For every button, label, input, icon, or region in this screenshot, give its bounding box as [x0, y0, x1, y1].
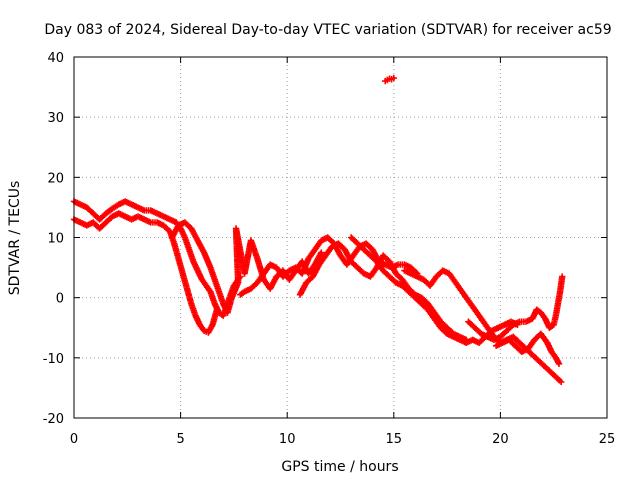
y-tick-label: 20 — [47, 171, 64, 186]
data-point — [318, 249, 325, 256]
y-tick-label: 40 — [47, 51, 64, 66]
y-axis-label: SDTVAR / TECUs — [7, 181, 23, 296]
y-tick-label: 0 — [56, 292, 64, 307]
gridlines — [74, 57, 607, 418]
axis-ticks: 0 5 10 15 20 25 -20 -10 0 10 20 30 40 — [43, 51, 616, 447]
data-point — [390, 74, 397, 82]
data-point — [557, 378, 565, 386]
series-outlier — [382, 74, 397, 85]
series-track-e — [296, 240, 470, 343]
y-tick-label: 10 — [47, 232, 64, 247]
x-tick-label: 20 — [492, 432, 509, 447]
series-track-f — [347, 234, 521, 346]
series-track-g — [401, 267, 565, 386]
x-tick-label: 10 — [279, 432, 296, 447]
plot-frame — [73, 56, 608, 419]
series-track-i — [492, 330, 563, 368]
series-track-b — [70, 210, 221, 336]
series-track-a — [70, 198, 244, 319]
x-tick-label: 25 — [599, 432, 616, 447]
series-track-h — [465, 273, 566, 343]
y-tick-label: -10 — [43, 352, 64, 367]
y-tick-label: 30 — [47, 111, 64, 126]
data-point — [213, 306, 221, 313]
data-point — [559, 273, 566, 280]
chart-title: Day 083 of 2024, Sidereal Day-to-day VTE… — [44, 22, 611, 38]
x-tick-label: 15 — [386, 432, 403, 447]
x-tick-label: 5 — [176, 432, 184, 447]
x-axis-label: GPS time / hours — [281, 459, 398, 475]
x-tick-label: 0 — [70, 432, 78, 447]
data-point — [555, 360, 563, 368]
y-tick-label: -20 — [43, 412, 64, 427]
data-points — [70, 74, 566, 386]
